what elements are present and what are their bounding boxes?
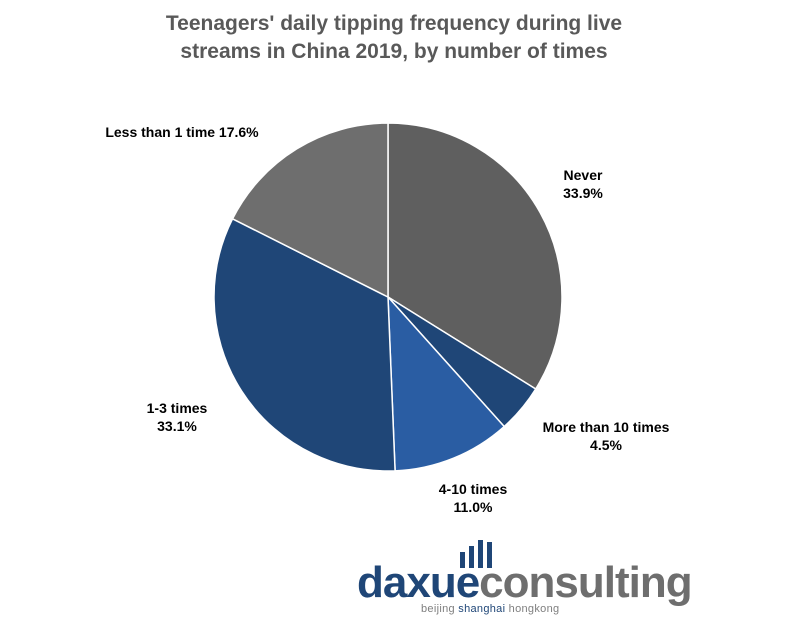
chart-title: Teenagers' daily tipping frequency durin… bbox=[0, 10, 788, 66]
pie-slices bbox=[213, 122, 563, 472]
slice-label-more-than-10-times: More than 10 times 4.5% bbox=[543, 419, 670, 453]
pie-slice-less-than-1-time bbox=[231, 122, 389, 299]
chart-title-line-1: Teenagers' daily tipping frequency durin… bbox=[165, 12, 623, 35]
slice-label-never: Never 33.9% bbox=[563, 167, 603, 201]
slice-label-4-10-times: 4-10 times 11.0% bbox=[439, 481, 508, 515]
pie-slice-4-10-times bbox=[387, 294, 506, 472]
logo-tagline: beijing shanghai hongkong bbox=[421, 603, 560, 615]
slice-label-1-3-times: 1-3 times 33.1% bbox=[147, 400, 208, 434]
daxue-consulting-logo: daxueconsulting beijing shanghai hongkon… bbox=[357, 540, 693, 620]
pie-slice-1-3-times bbox=[213, 217, 396, 472]
chart-title-line-2: streams in China 2019, by number of time… bbox=[180, 40, 608, 63]
pie-slice-never bbox=[387, 122, 563, 391]
slice-label-less-than-1-time: Less than 1 time 17.6% bbox=[105, 124, 259, 140]
logo-bars-icon bbox=[460, 540, 500, 568]
pie-labels: Never 33.9% More than 10 times 4.5% 4-10 tim… bbox=[105, 124, 669, 515]
logo-wordmark: daxueconsulting bbox=[357, 558, 693, 607]
